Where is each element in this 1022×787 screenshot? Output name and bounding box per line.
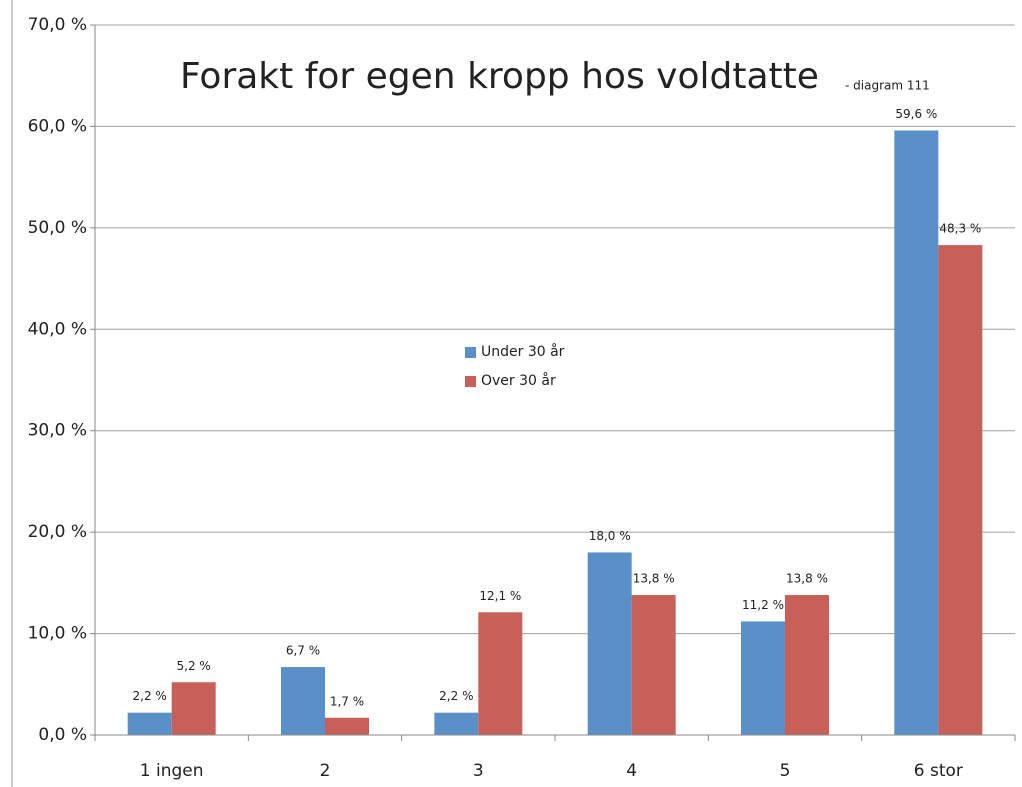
x-tick-label: 6 stor: [914, 761, 963, 781]
bar: [281, 667, 325, 735]
bar: [325, 717, 369, 735]
chart-subtitle: - diagram 111: [845, 79, 930, 93]
x-tick-label: 3: [473, 761, 484, 781]
bar: [587, 552, 632, 735]
y-tick-label: 70,0 %: [28, 15, 87, 35]
x-tick-label: 4: [626, 761, 637, 781]
y-tick-label: 0,0 %: [38, 725, 87, 745]
legend-label: Over 30 år: [481, 372, 556, 389]
bar: [434, 712, 479, 735]
bar: [741, 621, 785, 735]
bar: [127, 712, 172, 735]
value-label: 2,2 %: [133, 689, 167, 703]
value-label: 6,7 %: [286, 644, 320, 658]
value-label: 5,2 %: [177, 659, 211, 673]
chart-title: Forakt for egen kropp hos voldtatte: [180, 56, 819, 97]
legend-swatch: [465, 376, 476, 387]
value-label: 13,8 %: [786, 572, 828, 586]
legend-label: Under 30 år: [481, 343, 565, 360]
value-label: 18,0 %: [589, 529, 631, 543]
bar: [171, 682, 216, 735]
bar: [938, 245, 983, 735]
legend-swatch: [465, 347, 476, 358]
y-tick-label: 50,0 %: [28, 218, 87, 238]
value-label: 48,3 %: [939, 222, 981, 236]
value-label: 13,8 %: [633, 572, 675, 586]
y-tick-label: 20,0 %: [28, 522, 87, 542]
value-label: 59,6 %: [895, 107, 937, 121]
value-label: 1,7 %: [330, 694, 364, 708]
x-tick-label: 5: [780, 761, 791, 781]
value-label: 2,2 %: [439, 689, 473, 703]
y-tick-label: 60,0 %: [28, 116, 87, 136]
y-tick-label: 30,0 %: [28, 421, 87, 441]
y-tick-label: 40,0 %: [28, 319, 87, 339]
y-tick-label: 10,0 %: [28, 624, 87, 644]
x-tick-label: 1 ingen: [140, 761, 204, 781]
bar: [785, 595, 829, 735]
bar: [631, 595, 676, 735]
value-label: 11,2 %: [742, 598, 784, 612]
bar: [894, 130, 939, 735]
value-label: 12,1 %: [479, 589, 521, 603]
bar: [478, 612, 523, 735]
x-tick-label: 2: [320, 761, 331, 781]
